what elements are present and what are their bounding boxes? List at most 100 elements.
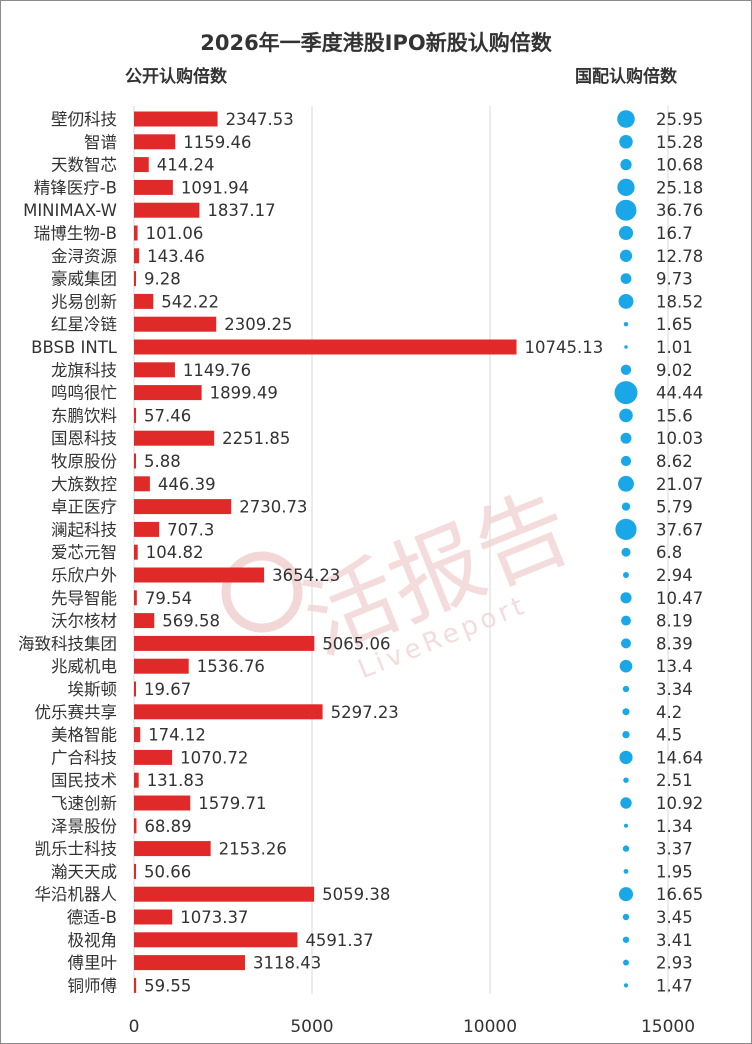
chart-row: 傅里叶 3118.43 2.93: [68, 954, 693, 973]
category-label: 泽景股份: [51, 817, 118, 836]
public-subscription-bar: [134, 613, 155, 629]
placing-subscription-bubble: [619, 408, 633, 423]
placing-subscription-value: 16.7: [656, 224, 693, 243]
category-label: 广合科技: [51, 748, 117, 767]
placing-subscription-bubble: [623, 983, 629, 988]
public-subscription-value: 542.22: [161, 292, 219, 311]
public-subscription-value: 131.83: [147, 771, 205, 790]
chart-title: 2026年一季度港股IPO新股认购倍数: [200, 31, 553, 55]
public-subscription-value: 5059.38: [322, 885, 390, 904]
public-subscription-value: 2153.26: [219, 840, 287, 859]
chart-row: 先导智能 79.54 10.47: [51, 589, 703, 608]
placing-subscription-value: 8.39: [656, 634, 693, 653]
public-subscription-bar: [134, 430, 215, 446]
placing-subscription-value: 44.44: [656, 384, 703, 403]
category-label: 飞速创新: [51, 794, 117, 813]
chart-row: 德适-B 1073.37 3.45: [67, 908, 693, 927]
category-label: 华沿机器人: [35, 885, 118, 904]
public-subscription-bar: [134, 453, 136, 469]
placing-subscription-value: 10.47: [656, 589, 703, 608]
public-subscription-bar: [134, 293, 154, 309]
public-subscription-bar: [134, 225, 138, 241]
public-subscription-bar: [134, 179, 173, 195]
placing-subscription-bubble: [623, 572, 629, 578]
placing-subscription-value: 4.5: [656, 726, 682, 745]
chart-row: 极视角 4591.37 3.41: [68, 931, 693, 950]
x-tick-label: 10000: [463, 1017, 517, 1037]
public-subscription-bar: [134, 499, 232, 515]
category-label: 沃尔核材: [51, 612, 117, 631]
placing-subscription-value: 8.62: [656, 452, 693, 471]
chart-row: 壁仞科技 2347.53 25.95: [51, 110, 703, 129]
placing-subscription-bubble: [620, 158, 632, 171]
public-subscription-value: 10745.13: [525, 338, 604, 357]
public-subscription-bar: [134, 385, 202, 401]
chart-row: 兆威机电 1536.76 13.4: [51, 657, 693, 676]
public-subscription-bar: [134, 339, 517, 355]
placing-subscription-bubble: [624, 823, 628, 828]
placing-subscription-value: 9.73: [656, 270, 693, 289]
public-subscription-bar: [134, 316, 217, 332]
placing-subscription-value: 21.07: [656, 475, 703, 494]
placing-subscription-bubble: [619, 750, 633, 765]
x-tick-label: 0: [129, 1017, 140, 1037]
category-label: 智谱: [84, 133, 117, 152]
public-subscription-value: 4591.37: [305, 931, 373, 950]
public-subscription-value: 1159.46: [183, 133, 251, 152]
public-subscription-bar: [134, 977, 137, 993]
chart-row: 乐欣户外 3654.23 2.94: [51, 566, 693, 585]
category-label: 澜起科技: [51, 520, 117, 539]
placing-subscription-bubble: [622, 730, 630, 739]
category-label: 优乐赛共享: [35, 702, 118, 722]
public-subscription-value: 79.54: [145, 589, 192, 608]
chart-row: 智谱 1159.46 15.28: [84, 133, 703, 152]
category-label: 精锋医疗-B: [34, 178, 117, 197]
chart-row: 广合科技 1070.72 14.64: [51, 748, 703, 767]
placing-subscription-value: 3.37: [656, 840, 693, 859]
public-subscription-value: 101.06: [146, 224, 204, 243]
chart-row: 国恩科技 2251.85 10.03: [51, 429, 703, 448]
placing-subscription-value: 1.47: [656, 976, 693, 995]
placing-subscription-value: 4.2: [656, 703, 682, 722]
category-label: 兆威机电: [51, 657, 117, 676]
category-label: 国民技术: [51, 771, 117, 790]
placing-subscription-bubble: [620, 273, 632, 284]
public-subscription-bar: [134, 134, 176, 150]
chart-row: 美格智能 174.12 4.5: [51, 726, 682, 745]
public-subscription-bar: [134, 772, 139, 788]
public-subscription-value: 2309.25: [224, 315, 292, 334]
placing-subscription-bubble: [623, 868, 629, 874]
placing-subscription-value: 25.18: [656, 178, 703, 197]
placing-subscription-bubble: [621, 615, 631, 626]
placing-subscription-bubble: [620, 797, 632, 809]
placing-subscription-value: 3.45: [656, 908, 693, 927]
chart-row: 精锋医疗-B 1091.94 25.18: [34, 178, 704, 197]
category-label: 海致科技集团: [18, 634, 117, 653]
public-subscription-bar: [134, 955, 246, 971]
placing-subscription-bubble: [623, 777, 629, 783]
public-subscription-value: 143.46: [147, 247, 205, 266]
placing-subscription-bubble: [620, 455, 632, 467]
placing-subscription-bubble: [622, 708, 630, 716]
public-subscription-bar: [134, 635, 315, 651]
public-subscription-bar: [134, 863, 136, 879]
chart-row: 华沿机器人 5059.38 16.65: [35, 885, 704, 904]
placing-subscription-value: 10.92: [656, 794, 703, 813]
placing-subscription-value: 10.03: [656, 429, 703, 448]
public-subscription-bar: [134, 932, 298, 948]
placing-subscription-bubble: [618, 225, 634, 241]
chart-row: 卓正医疗 2730.73 5.79: [51, 498, 693, 517]
public-subscription-bar: [134, 909, 173, 925]
public-subscription-bar: [134, 727, 141, 743]
public-subscription-value: 1899.49: [210, 384, 278, 403]
placing-subscription-bubble: [624, 345, 628, 349]
chart-row: BBSB INTL 10745.13 1.01: [31, 338, 693, 357]
category-label: 天数智芯: [51, 156, 117, 175]
chart-row: 牧原股份 5.88 8.62: [51, 452, 693, 471]
category-label: 瑞博生物-B: [34, 224, 117, 243]
chart-row: 兆易创新 542.22 18.52: [51, 292, 703, 311]
category-label: 卓正医疗: [51, 498, 117, 517]
public-subscription-value: 1091.94: [181, 178, 249, 197]
public-subscription-bar: [134, 841, 211, 857]
public-subscription-bar: [134, 407, 137, 423]
